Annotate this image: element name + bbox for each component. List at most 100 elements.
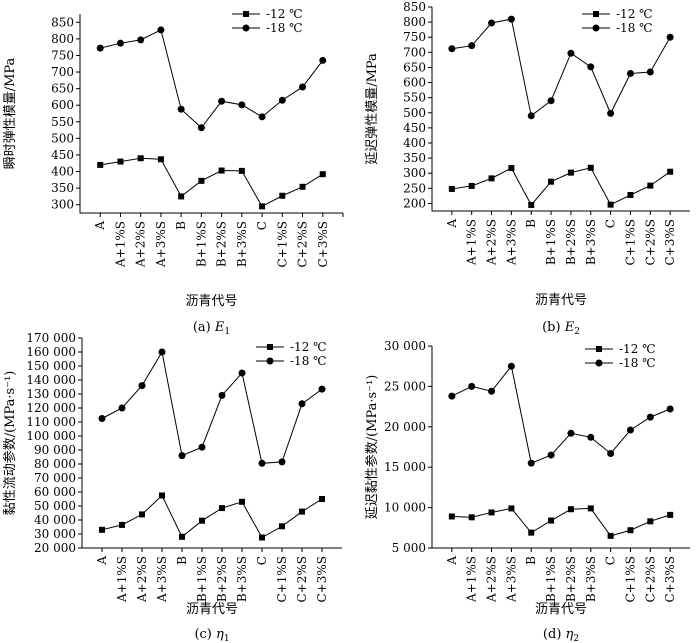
data-point bbox=[607, 532, 614, 539]
legend-label: -18 ℃ bbox=[616, 21, 653, 35]
data-point bbox=[627, 191, 634, 198]
data-point bbox=[587, 505, 594, 512]
chart-3: 5 000 10 000 15 000 20 000 25 000 30 000 A A+1%… bbox=[364, 339, 690, 643]
y-tick-label: 25 000 bbox=[384, 379, 426, 393]
data-point bbox=[116, 39, 124, 47]
y-tick-label: 60 000 bbox=[34, 485, 76, 499]
y-axis-label: 黏性流动参数/(MPa·s⁻¹) bbox=[2, 371, 18, 516]
x-tick-label: C+2%S bbox=[296, 221, 310, 268]
y-tick-label: 15 000 bbox=[384, 460, 426, 474]
legend-marker bbox=[266, 357, 274, 365]
series-line bbox=[100, 157, 324, 208]
data-point bbox=[119, 521, 125, 528]
x-tick-label: A+2%S bbox=[485, 556, 499, 603]
y-tick-label: 500 bbox=[51, 131, 74, 145]
legend-label: -18 ℃ bbox=[266, 21, 303, 35]
y-tick-label: 700 bbox=[51, 65, 74, 79]
x-tick-label: B bbox=[174, 221, 188, 230]
y-tick-label: 120 000 bbox=[26, 401, 76, 415]
x-axis-label: 沥青代号 bbox=[185, 294, 237, 309]
figure-caption: (d) η2 bbox=[543, 627, 579, 643]
caption-subscript: 1 bbox=[224, 327, 230, 337]
y-tick-label: 450 bbox=[51, 148, 74, 162]
x-tick-label: A+1%S bbox=[465, 556, 479, 603]
legend-label: -12 ℃ bbox=[619, 342, 656, 356]
legend-marker bbox=[267, 344, 273, 350]
data-point bbox=[607, 201, 614, 208]
caption-symbol: η bbox=[566, 627, 574, 642]
y-tick-label: 5 000 bbox=[392, 541, 426, 555]
x-tick-label: C+2%S bbox=[643, 556, 657, 603]
x-tick-label: C bbox=[604, 556, 618, 565]
data-point bbox=[98, 415, 106, 422]
data-point bbox=[96, 44, 104, 52]
x-tick-label: A+3%S bbox=[504, 219, 518, 266]
caption-subscript: 1 bbox=[224, 634, 230, 643]
x-tick-label: C+3%S bbox=[316, 221, 330, 268]
x-tick-label: A bbox=[93, 221, 107, 231]
y-tick-label: 170 000 bbox=[26, 331, 76, 345]
x-tick-label: C+2%S bbox=[643, 219, 657, 266]
data-point bbox=[319, 56, 327, 64]
data-point bbox=[258, 459, 266, 467]
data-point bbox=[198, 177, 205, 184]
y-tick-label: 500 bbox=[403, 106, 426, 120]
x-tick-label: C bbox=[604, 219, 618, 228]
data-point bbox=[647, 182, 654, 189]
x-axis-label: 沥青代号 bbox=[535, 293, 587, 308]
x-axis-label: 沥青代号 bbox=[186, 602, 238, 617]
series-line bbox=[100, 29, 324, 129]
x-tick-label: C+1%S bbox=[623, 219, 637, 266]
data-point bbox=[547, 451, 555, 459]
y-tick-label: 750 bbox=[403, 30, 426, 44]
figure-caption: (b) E2 bbox=[542, 320, 580, 337]
data-point bbox=[587, 433, 595, 441]
legend-label: -18 ℃ bbox=[619, 356, 656, 370]
y-tick-label: 800 bbox=[403, 15, 426, 29]
data-point bbox=[527, 459, 535, 467]
data-point bbox=[488, 19, 496, 27]
series-line bbox=[451, 167, 671, 206]
data-point bbox=[448, 45, 456, 53]
data-point bbox=[527, 112, 535, 120]
y-tick-label: 300 bbox=[51, 198, 74, 212]
data-point bbox=[279, 192, 286, 199]
y-tick-label: 70 000 bbox=[34, 471, 76, 485]
legend-label: -12 ℃ bbox=[616, 7, 653, 21]
data-point bbox=[607, 449, 615, 457]
y-tick-label: 700 bbox=[403, 45, 426, 59]
legend-marker bbox=[243, 11, 249, 17]
x-tick-label: B+1%S bbox=[544, 556, 558, 602]
caption-symbol: E bbox=[214, 320, 225, 335]
y-axis-label: 瞬时弹性模量/MPa bbox=[3, 57, 18, 169]
data-point bbox=[159, 492, 165, 499]
data-point bbox=[299, 83, 307, 91]
x-tick-label: A bbox=[445, 556, 459, 566]
x-tick-label: A+3%S bbox=[155, 556, 169, 603]
x-tick-label: B bbox=[524, 219, 538, 228]
data-point bbox=[278, 96, 286, 104]
x-tick-label: B+2%S bbox=[564, 219, 578, 265]
y-tick-label: 400 bbox=[403, 136, 426, 150]
data-point bbox=[567, 429, 575, 437]
x-tick-label: C+2%S bbox=[295, 556, 309, 603]
x-tick-label: B+3%S bbox=[235, 556, 249, 602]
series-line bbox=[101, 494, 323, 539]
data-point bbox=[448, 185, 455, 192]
data-point bbox=[468, 382, 476, 390]
figure-caption: (c) η1 bbox=[194, 627, 229, 643]
data-point bbox=[258, 113, 266, 121]
data-point bbox=[448, 392, 456, 400]
x-tick-label: A+3%S bbox=[154, 221, 168, 268]
x-tick-label: A+2%S bbox=[134, 221, 148, 268]
y-tick-label: 90 000 bbox=[34, 443, 76, 457]
x-tick-label: B+1%S bbox=[194, 221, 208, 267]
data-point bbox=[137, 155, 144, 162]
x-tick-label: A+1%S bbox=[113, 221, 127, 268]
y-tick-label: 550 bbox=[403, 91, 426, 105]
data-point bbox=[567, 506, 574, 513]
data-point bbox=[528, 201, 535, 208]
data-point bbox=[507, 15, 515, 23]
